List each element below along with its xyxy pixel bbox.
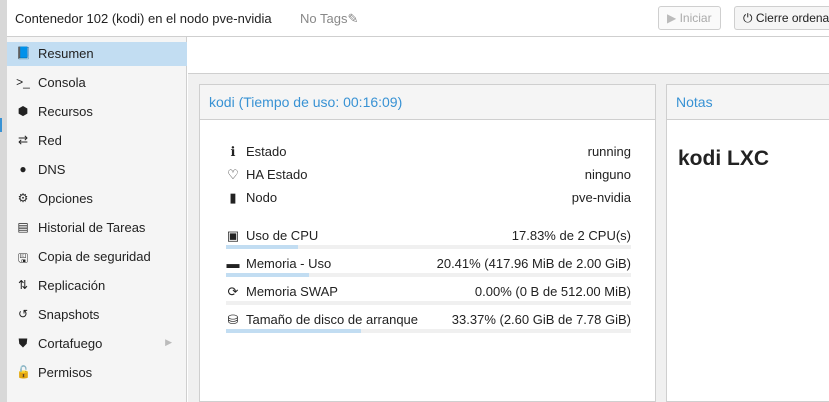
status-label: Estado: [246, 144, 287, 159]
summary-panel: kodi (Tiempo de uso: 00:16:09) ℹ Estado ru…: [199, 84, 656, 402]
building-icon: ▮: [229, 190, 237, 205]
status-label: HA Estado: [246, 167, 308, 182]
resource-label: Memoria - Uso: [246, 256, 332, 271]
book-icon: 📘: [16, 46, 31, 60]
sidebar-item-historial-de-tareas[interactable]: ▤ Historial de Tareas: [7, 216, 187, 240]
page-title: Contenedor 102 (kodi) en el nodo pve-nvi…: [15, 11, 272, 26]
chevron-right-icon[interactable]: ▶: [165, 337, 172, 347]
toolbar: [188, 37, 829, 74]
sidebar-item-label: Replicación: [38, 278, 106, 293]
resource-value: 17.83% de 2 CPU(s): [511, 228, 631, 243]
sidebar-item-label: Cortafuego: [38, 336, 103, 351]
start-button[interactable]: ▶ Iniciar: [658, 6, 721, 30]
sidebar-item-label: Recursos: [38, 104, 93, 119]
shield-icon: ⛊: [18, 336, 28, 350]
usage-bar-fill: [226, 245, 299, 249]
info-icon: ℹ: [230, 144, 236, 159]
sidebar-item-recursos[interactable]: ⬢ Recursos: [7, 100, 187, 124]
sidebar-item-label: DNS: [38, 162, 66, 177]
cpu-icon: ▣: [226, 228, 240, 243]
refresh-icon: ⟳: [227, 284, 239, 299]
resource-value: 20.41% (417.96 MiB de 2.00 GiB): [436, 256, 631, 271]
sidebar-item-copia-de-seguridad[interactable]: 🖫 Copia de seguridad: [7, 245, 187, 269]
usage-bar: [226, 245, 631, 249]
header: Contenedor 102 (kodi) en el nodo pve-nvi…: [7, 0, 829, 37]
summary-title: kodi (Tiempo de uso: 00:16:09): [200, 85, 655, 120]
sidebar-item-opciones[interactable]: ⚙ Opciones: [7, 187, 187, 211]
tags-label: No Tags: [300, 11, 348, 26]
sidebar-item-red[interactable]: ⇄ Red: [7, 129, 187, 153]
status-value: pve-nvidia: [571, 190, 631, 205]
selection-marker: [0, 118, 2, 132]
sidebar-item-label: Snapshots: [38, 307, 100, 322]
resource-label: Uso de CPU: [246, 228, 319, 243]
unlock-icon: 🔓: [16, 365, 31, 379]
resource-value: 33.37% (2.60 GiB de 7.78 GiB): [451, 312, 631, 327]
sidebar-item-label: Consola: [38, 75, 86, 90]
pencil-icon[interactable]: ✎: [347, 11, 359, 26]
sidebar-item-label: Red: [38, 133, 62, 148]
sidebar-item-cortafuego[interactable]: ⛊ Cortafuego ▶: [7, 332, 187, 356]
sidebar-item-label: Copia de seguridad: [38, 249, 151, 264]
power-icon: ⏻: [743, 11, 753, 25]
play-icon: ▶: [667, 11, 677, 25]
sidebar-item-label: Resumen: [38, 46, 94, 61]
sidebar-item-replicaci-n[interactable]: ⇅ Replicación: [7, 274, 187, 298]
cube-icon: ⬢: [17, 104, 29, 118]
resource-label: Memoria SWAP: [246, 284, 338, 299]
list-icon: ▤: [17, 220, 29, 234]
sidebar-item-label: Opciones: [38, 191, 93, 206]
sidebar-item-snapshots[interactable]: ↺ Snapshots: [7, 303, 187, 327]
sidebar: 📘 Resumen >_ Consola ⬢ Recursos ⇄ Red ● DNS ⚙ Opcio…: [7, 37, 187, 402]
floppy-icon: 🖫: [17, 251, 29, 265]
sidebar-item-resumen[interactable]: 📘 Resumen: [7, 42, 187, 66]
left-edge-strip: [0, 0, 7, 402]
resource-value: 0.00% (0 B de 512.00 MiB): [474, 284, 631, 299]
resource-row: ⛁ Tamaño de disco de arranque 33.37% (2.60…: [226, 312, 631, 332]
status-row: ℹ Estado running: [226, 144, 631, 164]
memory-icon: ▬: [226, 256, 240, 271]
retweet-icon: ⇅: [17, 278, 29, 292]
sidebar-item-consola[interactable]: >_ Consola: [7, 71, 187, 95]
resource-label: Tamaño de disco de arranque: [246, 312, 419, 327]
gear-icon: ⚙: [17, 191, 29, 205]
usage-bar-fill: [226, 329, 362, 333]
status-value: running: [587, 144, 631, 159]
globe-icon: ●: [19, 162, 27, 176]
usage-bar: [226, 273, 631, 277]
terminal-icon: >_: [16, 75, 30, 89]
history-icon: ↺: [17, 307, 29, 321]
status-value: ninguno: [584, 167, 631, 182]
status-row: ♡ HA Estado ninguno: [226, 167, 631, 187]
notes-header: Notas: [667, 85, 829, 120]
sidebar-item-permisos[interactable]: 🔓 Permisos: [7, 361, 187, 385]
resource-row: ▣ Uso de CPU 17.83% de 2 CPU(s): [226, 228, 631, 248]
tags[interactable]: No Tags✎: [300, 11, 358, 27]
shutdown-button[interactable]: ⏻ Cierre ordena: [734, 6, 829, 30]
sidebar-item-dns[interactable]: ● DNS: [7, 158, 187, 182]
hdd-icon: ⛁: [227, 312, 239, 327]
start-label: Iniciar: [679, 11, 712, 25]
resource-row: ▬ Memoria - Uso 20.41% (417.96 MiB de 2.00…: [226, 256, 632, 276]
notes-panel: Notas kodi LXC: [666, 84, 829, 402]
heartbeat-icon: ♡: [227, 167, 239, 182]
shutdown-label: Cierre ordena: [755, 11, 829, 25]
sidebar-item-label: Historial de Tareas: [38, 220, 146, 235]
sidebar-item-label: Permisos: [38, 365, 93, 380]
resource-row: ⟳ Memoria SWAP 0.00% (0 B de 512.00 MiB): [226, 284, 631, 304]
exchange-icon: ⇄: [17, 133, 29, 147]
usage-bar: [226, 329, 631, 333]
notes-content: kodi LXC: [678, 147, 770, 170]
usage-bar-fill: [226, 273, 309, 277]
usage-bar: [226, 301, 631, 305]
status-label: Nodo: [246, 190, 278, 205]
status-row: ▮ Nodo pve-nvidia: [226, 190, 631, 210]
